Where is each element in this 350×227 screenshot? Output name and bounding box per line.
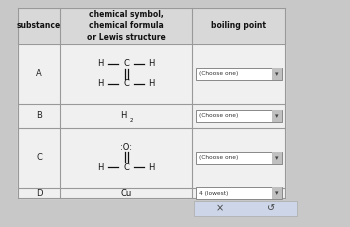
Text: H: H xyxy=(98,59,104,69)
Text: H: H xyxy=(120,111,126,121)
FancyBboxPatch shape xyxy=(196,110,282,122)
Text: ×: × xyxy=(216,203,224,214)
FancyBboxPatch shape xyxy=(196,187,282,199)
Text: H: H xyxy=(148,59,154,69)
Text: H: H xyxy=(98,163,104,172)
Text: D: D xyxy=(36,188,42,197)
Text: (Choose one): (Choose one) xyxy=(199,155,238,160)
Text: (Choose one): (Choose one) xyxy=(199,114,238,118)
Text: C: C xyxy=(123,59,129,69)
FancyBboxPatch shape xyxy=(196,68,282,80)
Text: Cu: Cu xyxy=(120,188,132,197)
FancyBboxPatch shape xyxy=(272,68,282,80)
Text: 4 (lowest): 4 (lowest) xyxy=(199,190,228,195)
Text: C: C xyxy=(123,79,129,89)
Text: 2: 2 xyxy=(129,118,133,123)
FancyBboxPatch shape xyxy=(272,152,282,164)
Text: B: B xyxy=(36,111,42,121)
FancyBboxPatch shape xyxy=(196,152,282,164)
Text: boiling point: boiling point xyxy=(211,22,266,30)
Text: A: A xyxy=(36,69,42,79)
Text: ▾: ▾ xyxy=(275,71,279,77)
Text: substance: substance xyxy=(17,22,61,30)
Text: H: H xyxy=(148,163,154,172)
FancyBboxPatch shape xyxy=(272,187,282,199)
Text: C: C xyxy=(36,153,42,163)
Text: ▾: ▾ xyxy=(275,155,279,161)
Text: ▾: ▾ xyxy=(275,190,279,196)
Text: H: H xyxy=(98,79,104,89)
Text: C: C xyxy=(123,163,129,172)
Text: chemical symbol,
chemical formula
or Lewis structure: chemical symbol, chemical formula or Lew… xyxy=(87,10,165,42)
Text: ↺: ↺ xyxy=(267,203,275,214)
FancyBboxPatch shape xyxy=(194,201,297,216)
Text: (Choose one): (Choose one) xyxy=(199,72,238,76)
Text: :O:: :O: xyxy=(120,143,132,151)
Text: ▾: ▾ xyxy=(275,113,279,119)
Text: H: H xyxy=(148,79,154,89)
FancyBboxPatch shape xyxy=(272,110,282,122)
